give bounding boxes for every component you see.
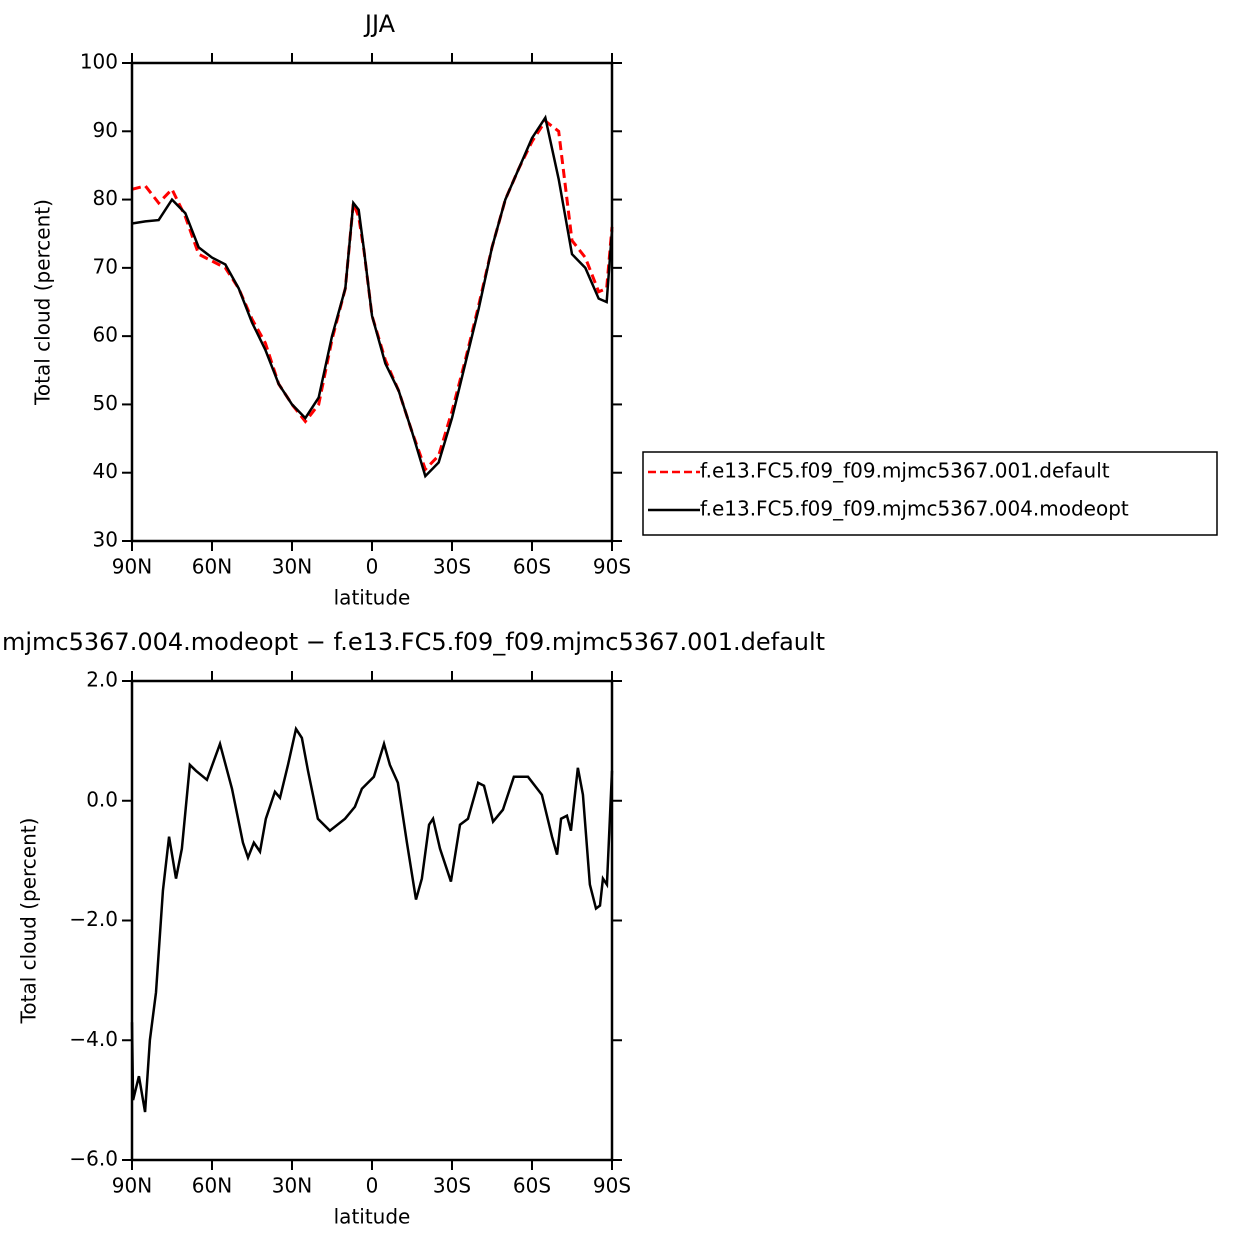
chart-title: JJA — [363, 10, 396, 38]
plot-frame — [130, 679, 614, 1162]
legend-label: f.e13.FC5.f09_f09.mjmc5367.001.default — [700, 459, 1110, 483]
y-tick-label: 90 — [93, 118, 118, 142]
x-tick-label: 60S — [513, 555, 551, 579]
x-tick-label: 30S — [433, 555, 471, 579]
data-line — [131, 118, 614, 473]
x-tick-label: 90S — [593, 555, 631, 579]
legend-box — [642, 451, 1218, 536]
y-tick-label: 2.0 — [86, 668, 118, 692]
y-axis-label: Total cloud (percent) — [31, 199, 55, 406]
y-axis-label: Total cloud (percent) — [17, 818, 41, 1025]
y-tick-label: −6.0 — [69, 1147, 118, 1171]
y-tick-label: −2.0 — [69, 907, 118, 931]
x-tick-label: 60N — [192, 555, 232, 579]
x-tick-label: 30S — [433, 1174, 471, 1198]
x-tick-label: 90N — [112, 555, 152, 579]
plot-frame — [130, 61, 614, 543]
y-tick-label: 50 — [93, 391, 118, 415]
chart-title: mjmc5367.004.modeopt − f.e13.FC5.f09_f09… — [2, 628, 825, 656]
y-tick-label: 30 — [93, 528, 118, 552]
x-tick-label: 90S — [593, 1174, 631, 1198]
y-tick-label: 0.0 — [86, 787, 118, 811]
x-tick-label: 60N — [192, 1174, 232, 1198]
x-axis-label: latitude — [334, 586, 411, 610]
x-tick-label: 60S — [513, 1174, 551, 1198]
x-axis-label: latitude — [334, 1205, 411, 1229]
y-tick-label: 70 — [93, 254, 118, 278]
y-tick-label: 40 — [93, 459, 118, 483]
data-line — [130, 725, 614, 1113]
data-line — [131, 114, 614, 479]
y-tick-label: −4.0 — [69, 1027, 118, 1051]
x-tick-label: 90N — [112, 1174, 152, 1198]
y-tick-label: 100 — [80, 50, 118, 74]
x-tick-label: 0 — [366, 555, 379, 579]
x-tick-label: 30N — [272, 555, 312, 579]
x-tick-label: 30N — [272, 1174, 312, 1198]
x-tick-label: 0 — [366, 1174, 379, 1198]
legend-label: f.e13.FC5.f09_f09.mjmc5367.004.modeopt — [700, 497, 1129, 521]
y-tick-label: 60 — [93, 323, 118, 347]
y-tick-label: 80 — [93, 186, 118, 210]
